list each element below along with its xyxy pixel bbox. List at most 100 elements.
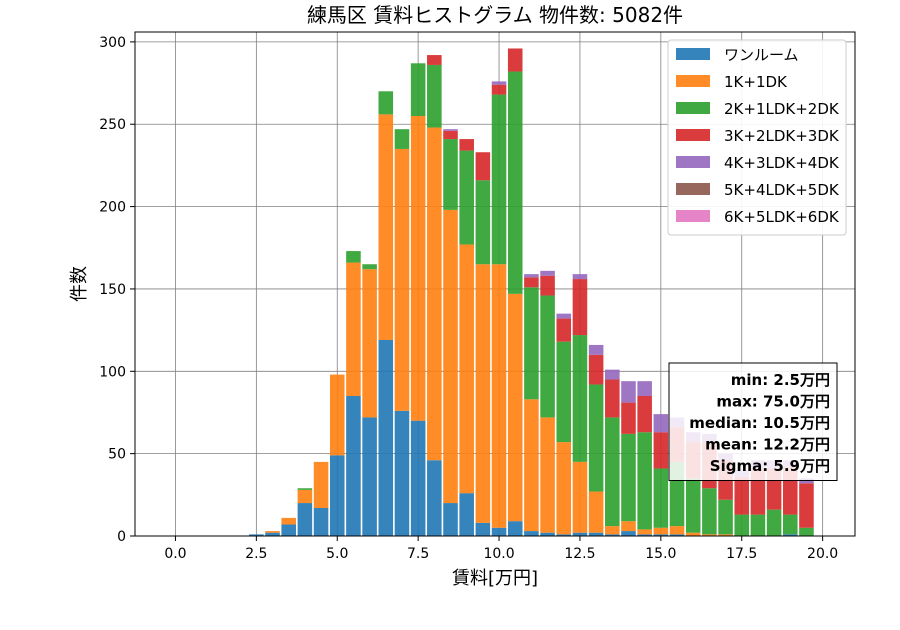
bar-segment (281, 517, 296, 525)
stats-line: Sigma: 5.9万円 (710, 457, 830, 475)
bar-segment (718, 499, 733, 535)
bar-segment (653, 432, 669, 469)
bar-segment (443, 139, 458, 210)
bar-segment (572, 335, 588, 462)
x-tick-label: 17.5 (726, 546, 757, 562)
bar-segment (346, 396, 361, 536)
legend-label: 3K+2LDK+3DK (724, 127, 840, 145)
bar-segment (459, 244, 474, 494)
bar-segment (265, 532, 280, 536)
bar-segment (378, 91, 394, 115)
bar-segment (637, 529, 652, 535)
x-tick-label: 10.0 (483, 546, 514, 562)
bar-segment (507, 293, 523, 522)
bar-segment (459, 139, 474, 151)
bar-segment (362, 264, 377, 270)
bar-segment (427, 64, 442, 128)
bar-segment (313, 461, 329, 508)
bar-segment (427, 127, 442, 461)
bar-segment (378, 114, 394, 341)
bar-segment (475, 264, 491, 523)
x-axis-label: 賃料[万円] (452, 568, 538, 589)
bar-segment (685, 478, 701, 533)
bar-segment (572, 532, 588, 536)
bar-segment (621, 433, 636, 522)
x-axis-ticks: 0.0 2.5 5.0 7.5 10.0 12.5 15.0 17.5 20.0 (164, 536, 838, 562)
y-tick-label: 50 (108, 447, 126, 463)
bar-segment (491, 84, 507, 95)
bar-segment (297, 488, 313, 490)
bar-segment (475, 522, 491, 536)
bar-segment (443, 209, 458, 504)
legend-swatch (676, 156, 710, 168)
bar-segment (653, 468, 669, 528)
bar-segment (410, 63, 426, 116)
bar-segment (524, 399, 539, 532)
x-tick-label: 15.0 (645, 546, 676, 562)
bar-segment (637, 534, 652, 536)
bar-segment (346, 251, 361, 263)
legend-swatch (676, 75, 710, 87)
bar-segment (734, 476, 750, 515)
bar-segment (653, 527, 669, 535)
y-tick-label: 250 (99, 117, 126, 133)
bar-segment (459, 493, 474, 536)
bar-segment (313, 508, 329, 536)
bar-segment (669, 526, 685, 535)
bar-segment (605, 534, 620, 536)
bar-segment (702, 534, 717, 536)
y-tick-label: 100 (99, 364, 126, 380)
bar-segment (281, 524, 296, 536)
bar-segment (750, 514, 766, 536)
bar-segment (524, 531, 539, 536)
bar-segment (556, 442, 572, 535)
legend-box (667, 39, 847, 236)
bar-segment (540, 295, 555, 418)
bar-segment (524, 287, 539, 400)
bar-segment (362, 269, 377, 418)
legend-label: 2K+1LDK+2DK (724, 100, 840, 118)
bar-segment (556, 534, 572, 536)
bar-segment (621, 531, 636, 536)
bar-segment (799, 527, 814, 536)
bar-segment (507, 521, 523, 536)
stats-line: min: 2.5万円 (731, 371, 830, 389)
bar-segment (362, 417, 377, 536)
bar-segment (685, 532, 701, 536)
legend-swatch (676, 210, 710, 222)
bar-segment (524, 277, 539, 288)
bar-segment (588, 384, 604, 492)
bar-segment (637, 381, 652, 396)
y-tick-label: 0 (117, 529, 126, 545)
bar-segment (475, 180, 491, 265)
legend-swatch (676, 48, 710, 60)
y-tick-label: 200 (99, 200, 126, 216)
bar-segment (718, 534, 733, 536)
bar-segment (491, 264, 507, 528)
legend-label: 6K+5LDK+6DK (724, 208, 840, 226)
bar-segment (540, 275, 555, 296)
bar-segment (524, 274, 539, 278)
x-tick-label: 0.0 (164, 546, 186, 562)
bar-segment (491, 527, 507, 536)
bar-segment (410, 116, 426, 421)
bar-segment (475, 152, 491, 181)
bar-segment (297, 503, 313, 536)
bar-segment (556, 313, 572, 319)
bar-segment (653, 534, 669, 536)
bar-segment (491, 94, 507, 265)
bar-segment (621, 381, 636, 403)
bar-segment (443, 503, 458, 536)
legend-swatch (676, 183, 710, 195)
bar-segment (605, 369, 620, 380)
stats-line: mean: 12.2万円 (705, 436, 830, 454)
legend: ワンルーム 1K+1DK 2K+1LDK+2DK 3K+2LDK+3DK 4K+3LDK… (667, 39, 847, 236)
bar-segment (588, 532, 604, 536)
legend-label: 4K+3LDK+4DK (724, 154, 840, 172)
bar-segment (572, 279, 588, 336)
x-tick-label: 20.0 (807, 546, 838, 562)
bar-segment (540, 270, 555, 276)
bar-segment (394, 148, 410, 411)
bar-segment (621, 402, 636, 434)
legend-swatch (676, 102, 710, 114)
